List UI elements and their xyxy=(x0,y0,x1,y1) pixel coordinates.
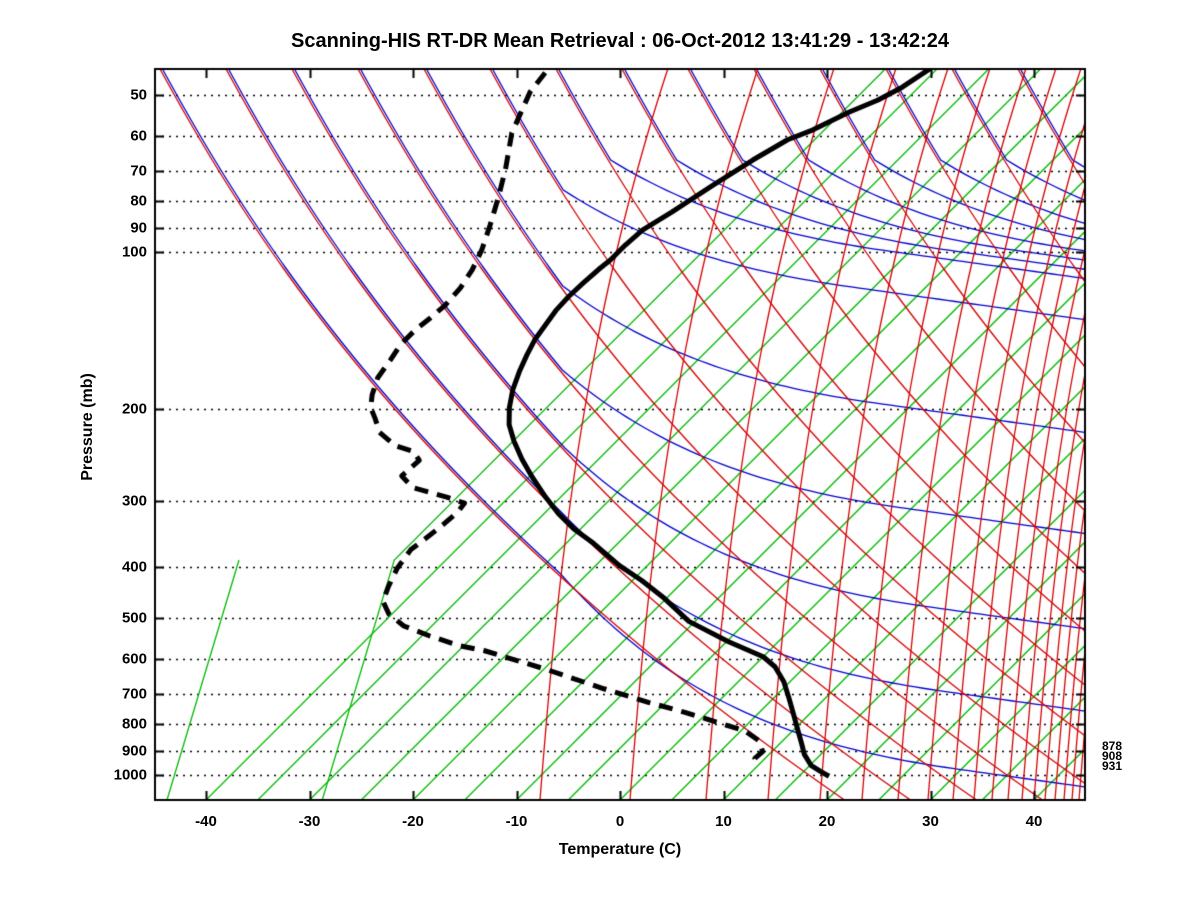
x-tick-label--20: -20 xyxy=(402,813,424,830)
y-tick-label-100: 100 xyxy=(121,243,147,261)
y-tick-label-600: 600 xyxy=(121,650,147,668)
side-pressure-label-908: 908 xyxy=(1102,749,1123,763)
y-tick-label-700: 700 xyxy=(121,685,147,703)
y-tick-label-300: 300 xyxy=(121,492,147,510)
y-tick-label-800: 800 xyxy=(121,715,147,733)
x-tick-label-20: 20 xyxy=(818,813,836,830)
y-tick-label-80: 80 xyxy=(130,192,147,210)
y-tick-label-60: 60 xyxy=(130,127,147,145)
x-tick-label--40: -40 xyxy=(195,813,217,830)
x-tick-label-10: 10 xyxy=(715,813,732,830)
side-pressure-label-931: 931 xyxy=(1102,759,1123,773)
y-tick-label-1000: 1000 xyxy=(113,766,147,784)
x-tick-label--10: -10 xyxy=(505,813,528,830)
y-tick-label-70: 70 xyxy=(130,162,147,180)
y-axis-label: Pressure (mb) xyxy=(79,373,96,481)
x-axis-label: Temperature (C) xyxy=(558,841,682,858)
y-tick-label-90: 90 xyxy=(130,219,147,237)
x-tick-label--30: -30 xyxy=(298,813,321,830)
side-pressure-label-878: 878 xyxy=(1102,739,1123,753)
y-tick-label-900: 900 xyxy=(121,742,147,760)
x-tick-label-30: 30 xyxy=(922,813,939,830)
y-tick-label-400: 400 xyxy=(121,558,147,576)
x-tick-label-40: 40 xyxy=(1025,813,1043,830)
y-tick-label-50: 50 xyxy=(130,86,147,104)
x-tick-label-0: 0 xyxy=(615,813,625,830)
page-title: Scanning-HIS RT-DR Mean Retrieval : 06-O… xyxy=(290,30,950,52)
y-tick-label-200: 200 xyxy=(121,400,147,418)
y-tick-label-500: 500 xyxy=(121,609,147,626)
